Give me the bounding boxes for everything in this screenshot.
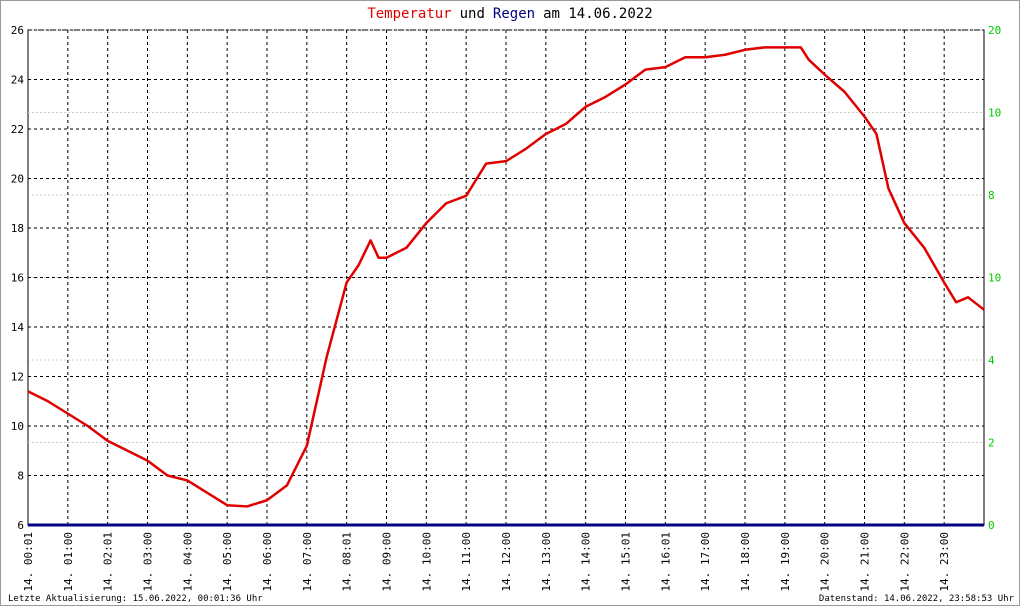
x-tick-label: 14. 07:00	[301, 532, 314, 592]
x-tick-label: 14. 13:00	[540, 532, 553, 592]
y-tick-label: 6	[17, 519, 24, 532]
y-tick-label: 22	[11, 123, 24, 136]
series-line	[27, 46, 985, 508]
y2-tick-label: 10	[988, 272, 1001, 285]
x-tick-label: 14. 19:00	[779, 532, 792, 592]
x-tick-label: 14. 04:00	[181, 532, 194, 592]
y2-tick-label: 4	[988, 354, 995, 367]
x-tick-label: 14. 09:00	[381, 532, 394, 592]
y-tick-label: 10	[11, 420, 24, 433]
x-tick-label: 14. 01:00	[62, 532, 75, 592]
x-tick-label: 14. 20:00	[819, 532, 832, 592]
chart-title: Temperatur und Regen am 14.06.2022	[367, 6, 652, 22]
x-tick-label: 14. 15:01	[620, 532, 633, 592]
y2-tick-label: 2	[988, 437, 995, 450]
x-tick-label: 14. 12:00	[500, 532, 513, 592]
y-tick-label: 8	[17, 470, 24, 483]
y-tick-label: 16	[11, 272, 24, 285]
y2-tick-label: 20	[988, 24, 1001, 37]
x-tick-label: 14. 21:00	[859, 532, 872, 592]
x-tick-label: 14. 03:00	[142, 532, 155, 592]
y-tick-label: 24	[11, 74, 25, 87]
footer-right: Datenstand: 14.06.2022, 23:58:53 Uhr	[819, 594, 1015, 604]
y2-tick-label: 8	[988, 189, 995, 202]
x-tick-label: 14. 10:00	[420, 532, 433, 592]
title-connector: und	[460, 6, 485, 22]
y-tick-label: 14	[11, 321, 25, 334]
x-tick-label: 14. 22:00	[898, 532, 911, 592]
footer-left: Letzte Aktualisierung: 15.06.2022, 00:01…	[8, 594, 263, 604]
x-tick-label: 14. 00:01	[22, 532, 35, 592]
y2-tick-label: 0	[988, 519, 995, 532]
x-tick-label: 14. 17:00	[699, 532, 712, 592]
x-tick-label: 14. 08:01	[341, 532, 354, 592]
x-tick-label: 14. 23:00	[938, 532, 951, 592]
title-rain: Regen	[493, 6, 535, 22]
title-temp: Temperatur	[367, 6, 451, 22]
x-tick-label: 14. 14:00	[580, 532, 593, 592]
x-tick-label: 14. 18:00	[739, 532, 752, 592]
x-tick-label: 14. 11:00	[460, 532, 473, 592]
x-tick-label: 14. 02:01	[102, 532, 115, 592]
title-suffix: am 14.06.2022	[543, 6, 653, 22]
x-tick-label: 14. 16:01	[659, 532, 672, 592]
y-tick-label: 12	[11, 371, 24, 384]
y-tick-label: 18	[11, 222, 24, 235]
x-tick-label: 14. 05:00	[221, 532, 234, 592]
y-tick-label: 20	[11, 173, 24, 186]
y2-tick-label: 10	[988, 106, 1001, 119]
x-tick-label: 14. 06:00	[261, 532, 274, 592]
y-tick-label: 26	[11, 24, 24, 37]
